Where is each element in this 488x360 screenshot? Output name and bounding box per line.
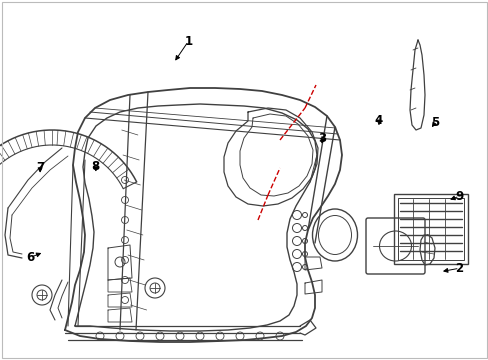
Text: 4: 4 [374,114,382,127]
Text: 5: 5 [430,116,438,129]
Text: 9: 9 [455,190,463,203]
Text: 1: 1 [184,35,192,48]
Text: 7: 7 [36,161,44,174]
Text: 6: 6 [26,251,34,264]
Text: 2: 2 [455,262,463,275]
Text: 3: 3 [318,132,326,145]
Text: 8: 8 [92,160,100,173]
